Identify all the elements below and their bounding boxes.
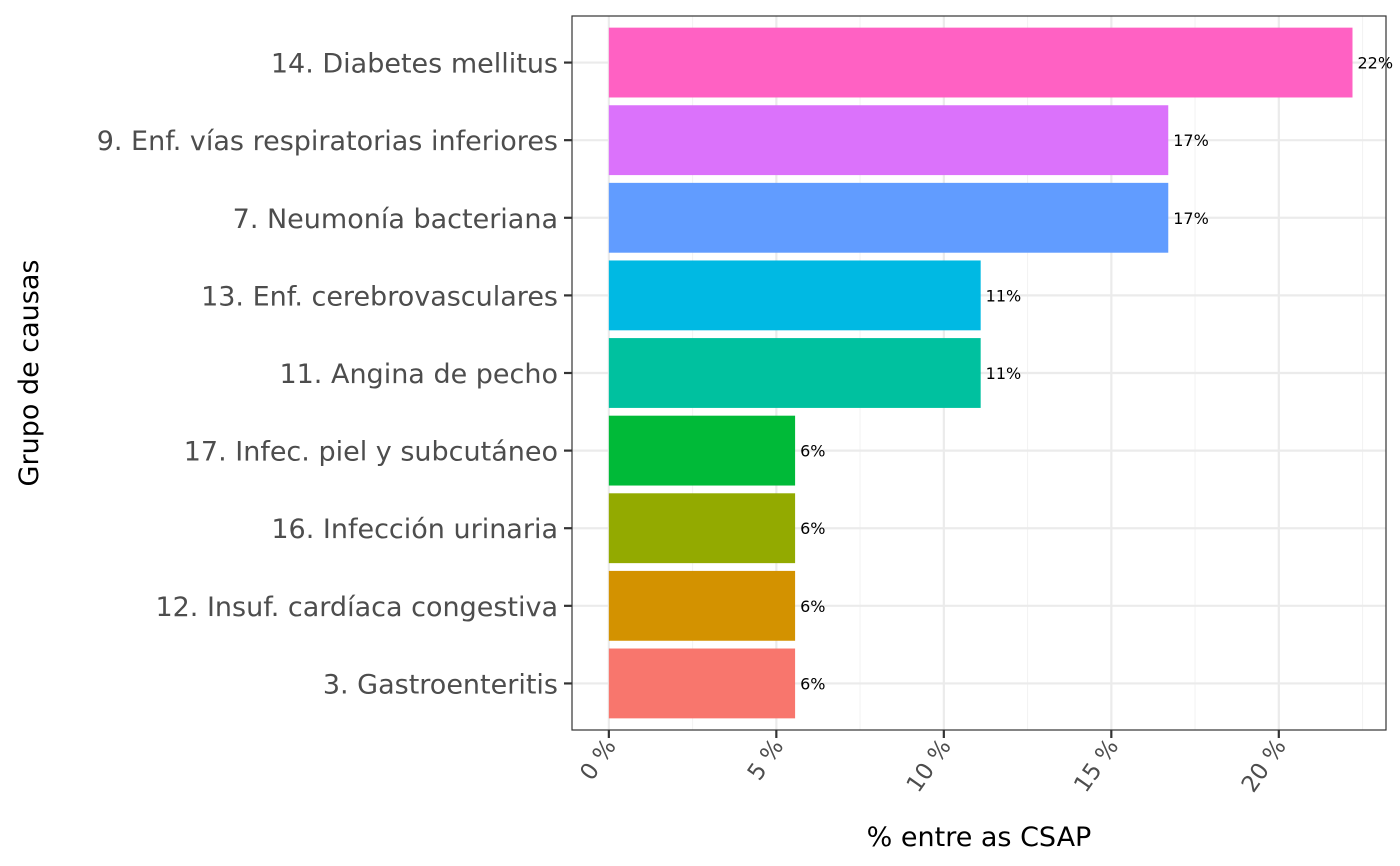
y-axis-title: Grupo de causas (14, 260, 45, 487)
y-tick-label: 7. Neumonía bacteriana (233, 204, 558, 235)
bar (608, 182, 1169, 253)
bar (608, 570, 796, 641)
bar (608, 493, 796, 564)
bar-value-label: 17% (1173, 131, 1209, 150)
y-axis-ticks: 14. Diabetes mellitus 9. Enf. vías respir… (97, 49, 572, 700)
y-tick-label: 11. Angina de pecho (279, 359, 558, 390)
bar (608, 260, 981, 331)
bar-value-label: 6% (800, 442, 825, 461)
bar-value-label: 6% (800, 519, 825, 538)
bar-value-label: 6% (800, 597, 825, 616)
y-tick-label: 17. Infec. piel y subcutáneo (184, 437, 558, 468)
bars (608, 27, 1353, 719)
y-tick-label: 16. Infección urinaria (271, 514, 558, 545)
bar (608, 27, 1353, 98)
bar (608, 338, 981, 408)
y-tick-label: 13. Enf. cerebrovasculares (201, 281, 558, 312)
bar-value-label: 22% (1358, 54, 1394, 73)
bar (608, 105, 1169, 176)
y-tick-label: 14. Diabetes mellitus (271, 49, 558, 80)
bar (608, 648, 796, 719)
data-labels: 22% 17% 17% 11% 11% 6% 6% 6% 6% (800, 54, 1393, 694)
bar-value-label: 11% (986, 364, 1022, 383)
y-tick-label: 9. Enf. vías respiratorias inferiores (97, 126, 558, 157)
y-tick-label: 12. Insuf. cardíaca congestiva (155, 592, 558, 623)
y-tick-label: 3. Gastroenteritis (323, 669, 558, 700)
bar-value-label: 6% (800, 674, 825, 693)
bar (608, 415, 796, 486)
x-axis-title: % entre as CSAP (867, 822, 1092, 853)
bar-value-label: 17% (1173, 209, 1209, 228)
bar-value-label: 11% (986, 286, 1022, 305)
